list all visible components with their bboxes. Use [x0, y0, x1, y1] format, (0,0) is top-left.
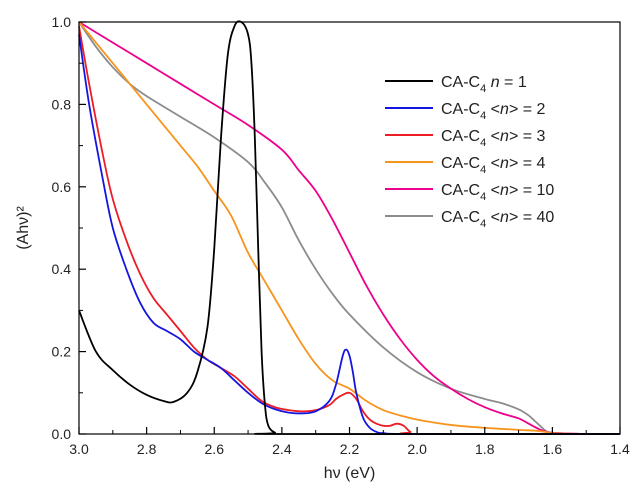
legend-label-1: CA-C4 <n> = 2 [441, 101, 546, 122]
series-line-5 [78, 21, 621, 435]
x-tick-label: 2.8 [137, 441, 157, 457]
legend-label-3: CA-C4 <n> = 4 [441, 155, 546, 176]
series-line-1 [78, 34, 621, 435]
x-tick-label: 2.0 [407, 441, 427, 457]
legend-label-5: CA-C4 <n> = 40 [441, 209, 554, 230]
series-line-2 [78, 25, 621, 436]
legend-label-0: CA-C4 n = 1 [441, 74, 527, 95]
axis-ticks [78, 21, 621, 435]
y-axis-label: (Ahν)² [15, 206, 32, 250]
x-tick-label: 2.6 [205, 441, 225, 457]
plot-lines [78, 20, 621, 436]
x-tick-label: 2.4 [272, 441, 292, 457]
x-tick-label: 3.0 [69, 441, 89, 457]
x-tick-label: 1.8 [475, 441, 495, 457]
y-tick-label: 0.2 [52, 344, 72, 360]
series-line-4 [78, 21, 621, 435]
plot-frame [78, 21, 621, 435]
x-tick-label: 2.2 [340, 441, 360, 457]
series-line-3 [78, 21, 621, 435]
x-tick-label: 1.6 [543, 441, 563, 457]
y-tick-label: 1.0 [52, 14, 72, 30]
series-line-0 [78, 20, 621, 435]
y-tick-label: 0.8 [52, 96, 72, 112]
y-tick-label: 0.0 [52, 426, 72, 442]
y-tick-label: 0.6 [52, 179, 72, 195]
legend-label-2: CA-C4 <n> = 3 [441, 128, 546, 149]
axis-tick-labels: 3.0 2.8 2.6 2.4 2.2 2.0 1.8 1.6 1.4 0.0 0.2 0.4 0.6 0… [52, 14, 630, 457]
x-tick-label: 1.4 [610, 441, 630, 457]
y-tick-label: 0.4 [52, 261, 72, 277]
legend-label-4: CA-C4 <n> = 10 [441, 182, 554, 203]
legend: CA-C4 n = 1 CA-C4 <n> = 2 CA-C4 <n> = 3 CA-… [385, 74, 554, 230]
x-axis-label: hν (eV) [324, 465, 376, 482]
